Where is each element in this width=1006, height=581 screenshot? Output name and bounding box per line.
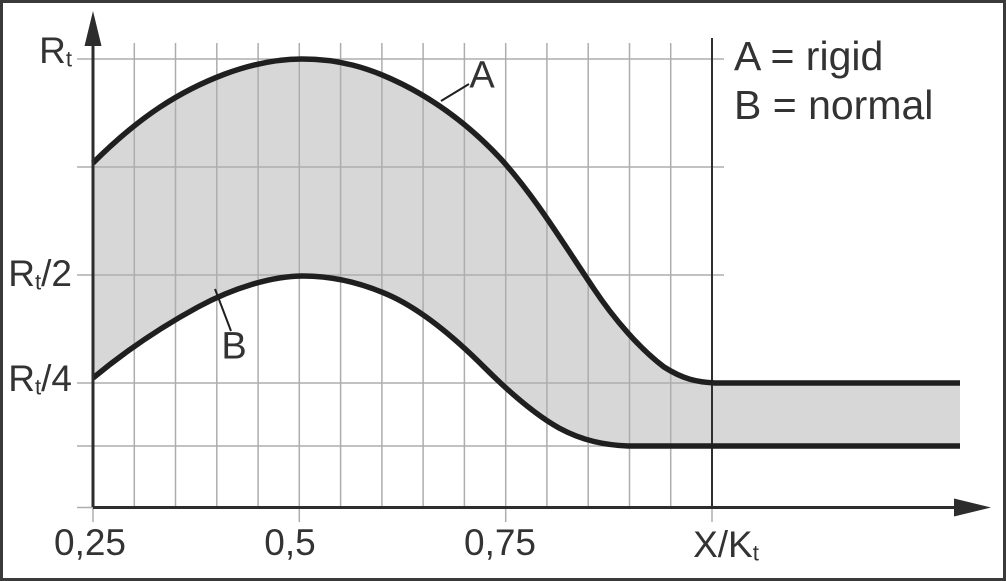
x-tick-label-075: 0,75 xyxy=(463,522,537,563)
y-tick-label-rt-sub: t xyxy=(65,46,72,72)
x-tick-label-05: 0,5 xyxy=(264,522,316,563)
x-axis-arrowhead xyxy=(954,498,991,517)
y-tick-label-rt2-suffix: /2 xyxy=(41,253,72,294)
y-axis-arrowhead xyxy=(84,11,102,46)
y-tick-label-rt4-suffix: /4 xyxy=(41,358,72,399)
curve-b-leader-line xyxy=(214,288,232,332)
curve-a-leader-line xyxy=(440,83,470,102)
curve-b xyxy=(91,273,960,449)
x-axis-title: X/Kt xyxy=(693,524,759,566)
y-tick-label-rt-base: R xyxy=(39,30,66,71)
legend-entry-b: B = normal xyxy=(734,82,934,129)
legend: A = rigid B = normal xyxy=(734,32,933,130)
x-tick-label-025: 0,25 xyxy=(53,522,127,563)
band-fill xyxy=(93,59,960,446)
y-tick-label-rt2-sub: t xyxy=(34,269,42,295)
y-tick-label-rt4-sub: t xyxy=(34,374,42,400)
y-tick-label-rt2-base: R xyxy=(8,253,35,294)
legend-entry-a: A = rigid xyxy=(734,33,884,79)
y-tick-label-rt4-base: R xyxy=(8,358,35,399)
y-tick-label-rt: Rt xyxy=(0,30,72,72)
x-axis-title-sub: t xyxy=(752,540,759,566)
curve-a xyxy=(91,56,960,386)
curve-b-label: B xyxy=(221,325,247,368)
y-tick-label-rt4: Rt/4 xyxy=(0,358,72,400)
x-axis-title-base: X/K xyxy=(693,524,753,565)
y-tick-label-rt2: Rt/2 xyxy=(0,253,72,295)
curve-a-label: A xyxy=(469,54,495,97)
